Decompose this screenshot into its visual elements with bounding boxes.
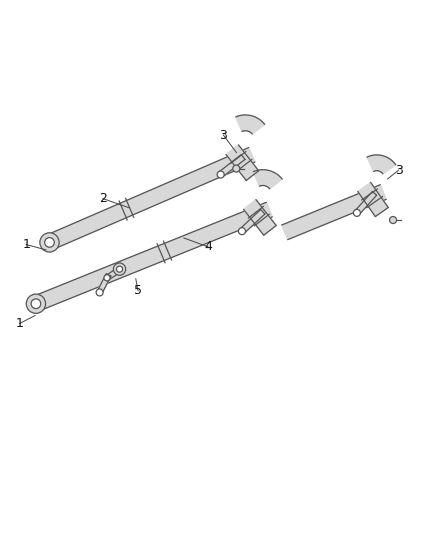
Circle shape (117, 266, 123, 272)
Circle shape (389, 216, 396, 223)
Circle shape (113, 263, 126, 275)
Circle shape (26, 294, 46, 313)
Circle shape (353, 209, 360, 216)
Text: 1: 1 (16, 317, 24, 330)
Circle shape (40, 233, 59, 252)
Circle shape (238, 228, 245, 235)
Circle shape (96, 289, 103, 296)
Polygon shape (253, 169, 282, 189)
Polygon shape (355, 191, 377, 215)
Text: 5: 5 (134, 284, 142, 297)
Polygon shape (97, 273, 111, 294)
Polygon shape (226, 145, 259, 181)
Polygon shape (46, 148, 255, 249)
Circle shape (233, 165, 240, 172)
Circle shape (104, 274, 110, 281)
Polygon shape (244, 200, 276, 235)
Circle shape (31, 299, 41, 309)
Text: 2: 2 (99, 192, 107, 205)
Text: 3: 3 (395, 164, 403, 176)
Polygon shape (240, 209, 265, 233)
Text: 4: 4 (204, 240, 212, 253)
Polygon shape (106, 266, 123, 280)
Text: 1: 1 (22, 238, 30, 251)
Polygon shape (219, 155, 245, 177)
Polygon shape (33, 202, 272, 311)
Polygon shape (236, 115, 265, 134)
Text: 3: 3 (219, 128, 227, 142)
Polygon shape (367, 155, 396, 174)
Polygon shape (282, 185, 386, 240)
Circle shape (217, 171, 224, 178)
Polygon shape (358, 182, 388, 216)
Circle shape (45, 238, 54, 247)
